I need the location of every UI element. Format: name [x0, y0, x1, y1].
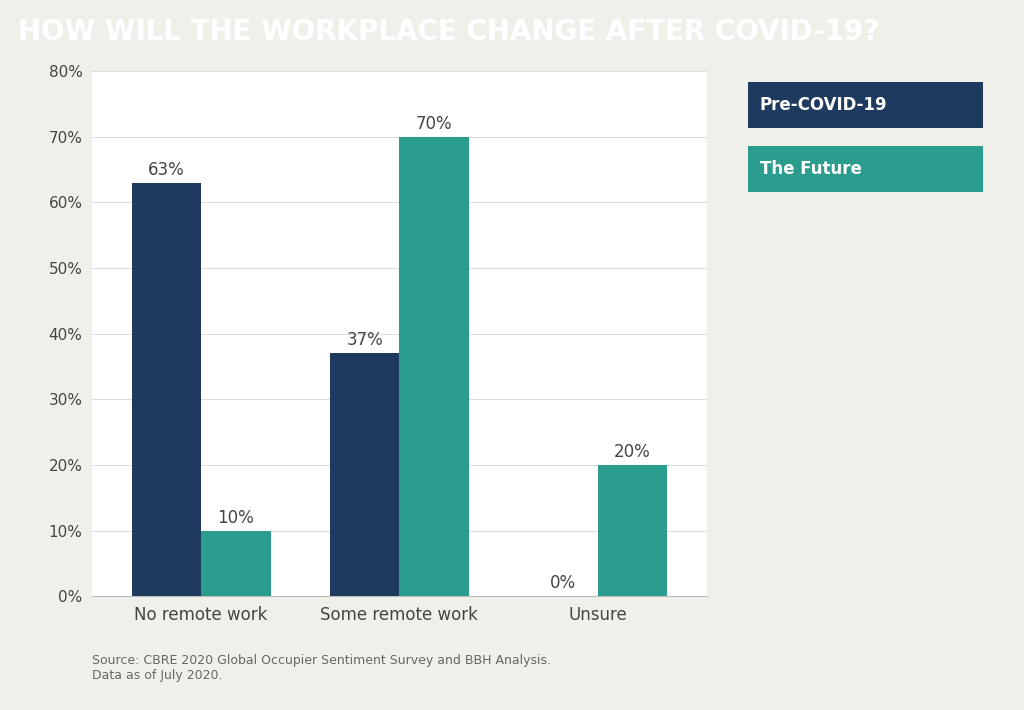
Bar	[598, 465, 667, 596]
Text: 20%: 20%	[613, 443, 650, 461]
Text: 37%: 37%	[346, 332, 383, 349]
Bar	[132, 182, 201, 596]
Text: 63%: 63%	[148, 160, 185, 179]
Text: 0%: 0%	[550, 574, 575, 592]
Text: HOW WILL THE WORKPLACE CHANGE AFTER COVID-19?: HOW WILL THE WORKPLACE CHANGE AFTER COVI…	[18, 18, 880, 46]
Text: Source: CBRE 2020 Global Occupier Sentiment Survey and BBH Analysis.
Data as of : Source: CBRE 2020 Global Occupier Sentim…	[92, 654, 551, 682]
Bar	[330, 354, 399, 596]
Bar	[201, 531, 270, 596]
Text: 70%: 70%	[416, 115, 453, 133]
Text: 10%: 10%	[217, 509, 254, 527]
Bar	[399, 136, 469, 596]
Text: The Future: The Future	[760, 160, 861, 178]
Text: Pre-COVID-19: Pre-COVID-19	[760, 96, 888, 114]
